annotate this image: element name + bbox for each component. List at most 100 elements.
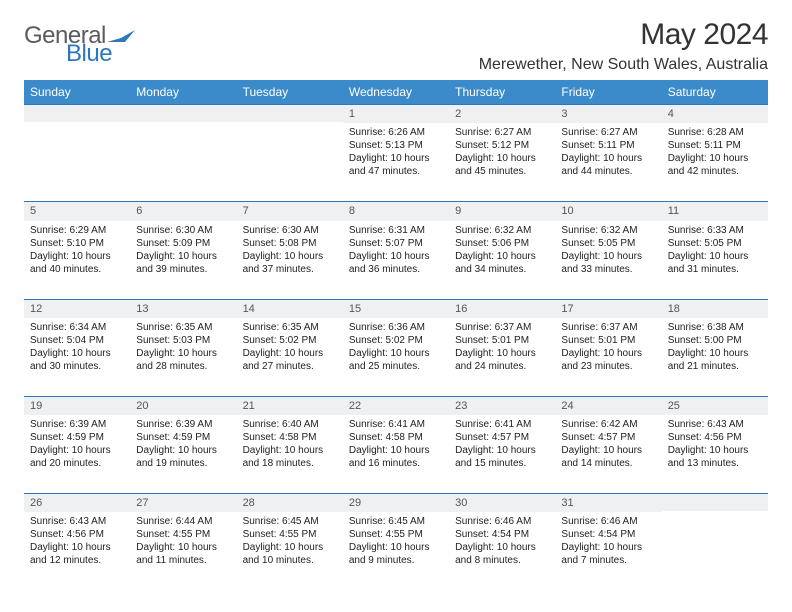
calendar-cell: 25 Sunrise: 6:43 AMSunset: 4:56 PMDayligh… (662, 396, 768, 493)
day-number: 17 (561, 303, 573, 315)
sunset-line: Sunset: 5:04 PM (30, 334, 124, 347)
sunrise-line: Sunrise: 6:35 AM (243, 321, 337, 334)
calendar-cell: 20Sunrise: 6:39 AMSunset: 4:59 PMDayligh… (130, 396, 236, 493)
calendar-week-row: 5Sunrise: 6:29 AMSunset: 5:10 PMDaylight… (24, 201, 768, 298)
daylight-line: Daylight: 10 hours and 39 minutes. (136, 250, 230, 276)
daylight-line: Daylight: 10 hours and 9 minutes. (349, 541, 443, 567)
sunrise-line: Sunrise: 6:32 AM (561, 224, 655, 237)
day-header: Monday (130, 80, 236, 104)
sunrise-line: Sunrise: 6:38 AM (668, 321, 762, 334)
sunset-line: Sunset: 5:05 PM (668, 237, 762, 250)
calendar-cell: 3Sunrise: 6:27 AMSunset: 5:11 PMDaylight… (555, 104, 661, 201)
sunrise-line: Sunrise: 6:36 AM (349, 321, 443, 334)
calendar-week-row: 19Sunrise: 6:39 AMSunset: 4:59 PMDayligh… (24, 396, 768, 493)
sunrise-line: Sunrise: 6:30 AM (136, 224, 230, 237)
daylight-line: Daylight: 10 hours and 25 minutes. (349, 347, 443, 373)
location: Merewether, New South Wales, Australia (479, 56, 768, 74)
day-number-row: 17 (555, 299, 661, 318)
day-header: Saturday (662, 80, 768, 104)
calendar-table: SundayMondayTuesdayWednesdayThursdayFrid… (24, 80, 768, 590)
calendar-cell (24, 104, 130, 201)
day-number: 8 (349, 205, 355, 217)
daylight-line: Daylight: 10 hours and 34 minutes. (455, 250, 549, 276)
day-number-row: 8 (343, 201, 449, 220)
day-number-row: 14 (237, 299, 343, 318)
calendar-cell: 15Sunrise: 6:36 AMSunset: 5:02 PMDayligh… (343, 299, 449, 396)
day-details: Sunrise: 6:35 AMSunset: 5:03 PMDaylight:… (130, 318, 236, 396)
daylight-line: Daylight: 10 hours and 31 minutes. (668, 250, 762, 276)
sunset-line: Sunset: 4:56 PM (30, 528, 124, 541)
day-number: 29 (349, 497, 361, 509)
day-details: Sunrise: 6:45 AMSunset: 4:55 PMDaylight:… (237, 512, 343, 590)
sunset-line: Sunset: 4:54 PM (561, 528, 655, 541)
sunrise-line: Sunrise: 6:26 AM (349, 126, 443, 139)
sunset-line: Sunset: 4:59 PM (30, 431, 124, 444)
calendar-cell: 17Sunrise: 6:37 AMSunset: 5:01 PMDayligh… (555, 299, 661, 396)
calendar-week-row: 1 Sunrise: 6:26 AMSunset: 5:13 PMDaylight… (24, 104, 768, 201)
sunrise-line: Sunrise: 6:29 AM (30, 224, 124, 237)
day-number-row: 3 (555, 104, 661, 123)
day-number: 11 (668, 205, 679, 217)
calendar-cell: 8Sunrise: 6:31 AMSunset: 5:07 PMDaylight… (343, 201, 449, 298)
day-header: Friday (555, 80, 661, 104)
day-number-row: 20 (130, 396, 236, 415)
calendar-cell: 2Sunrise: 6:27 AMSunset: 5:12 PMDaylight… (449, 104, 555, 201)
day-details: Sunrise: 6:36 AMSunset: 5:02 PMDaylight:… (343, 318, 449, 396)
day-number: 10 (561, 205, 573, 217)
calendar-cell: 10Sunrise: 6:32 AMSunset: 5:05 PMDayligh… (555, 201, 661, 298)
daylight-line: Daylight: 10 hours and 23 minutes. (561, 347, 655, 373)
calendar-cell: 7Sunrise: 6:30 AMSunset: 5:08 PMDaylight… (237, 201, 343, 298)
day-number: 1 (349, 108, 355, 120)
calendar-cell: 4Sunrise: 6:28 AMSunset: 5:11 PMDaylight… (662, 104, 768, 201)
sunrise-line: Sunrise: 6:40 AM (243, 418, 337, 431)
sunset-line: Sunset: 5:13 PM (349, 139, 443, 152)
day-number: 2 (455, 108, 461, 120)
day-number-row: 2 (449, 104, 555, 123)
daylight-line: Daylight: 10 hours and 37 minutes. (243, 250, 337, 276)
sunset-line: Sunset: 4:57 PM (561, 431, 655, 444)
calendar-cell: 29Sunrise: 6:45 AMSunset: 4:55 PMDayligh… (343, 493, 449, 590)
sunset-line: Sunset: 5:02 PM (349, 334, 443, 347)
calendar-cell: 5Sunrise: 6:29 AMSunset: 5:10 PMDaylight… (24, 201, 130, 298)
sunset-line: Sunset: 4:59 PM (136, 431, 230, 444)
calendar-cell: 31Sunrise: 6:46 AMSunset: 4:54 PMDayligh… (555, 493, 661, 590)
daylight-line: Daylight: 10 hours and 28 minutes. (136, 347, 230, 373)
day-number-row: 1 (343, 104, 449, 123)
day-details: Sunrise: 6:37 AMSunset: 5:01 PMDaylight:… (449, 318, 555, 396)
sunrise-line: Sunrise: 6:31 AM (349, 224, 443, 237)
day-number-row: 27 (130, 493, 236, 512)
day-number-row: 19 (24, 396, 130, 415)
day-details: Sunrise: 6:34 AMSunset: 5:04 PMDaylight:… (24, 318, 130, 396)
day-number-row: 12 (24, 299, 130, 318)
sunset-line: Sunset: 5:01 PM (455, 334, 549, 347)
sunrise-line: Sunrise: 6:37 AM (561, 321, 655, 334)
sunset-line: Sunset: 4:55 PM (243, 528, 337, 541)
daylight-line: Daylight: 10 hours and 40 minutes. (30, 250, 124, 276)
day-details: Sunrise: 6:41 AMSunset: 4:57 PMDaylight:… (449, 415, 555, 493)
day-details: Sunrise: 6:30 AMSunset: 5:08 PMDaylight:… (237, 221, 343, 299)
day-number: 25 (668, 400, 680, 412)
day-number: 19 (30, 400, 42, 412)
day-details: Sunrise: 6:44 AMSunset: 4:55 PMDaylight:… (130, 512, 236, 590)
day-number: 22 (349, 400, 361, 412)
day-details: Sunrise: 6:26 AMSunset: 5:13 PMDaylight:… (343, 123, 449, 201)
sunrise-line: Sunrise: 6:27 AM (561, 126, 655, 139)
sunset-line: Sunset: 5:06 PM (455, 237, 549, 250)
day-number-row: 4 (662, 104, 768, 123)
calendar-cell: 27Sunrise: 6:44 AMSunset: 4:55 PMDayligh… (130, 493, 236, 590)
sunset-line: Sunset: 5:11 PM (561, 139, 655, 152)
day-header: Wednesday (343, 80, 449, 104)
day-details: Sunrise: 6:43 AMSunset: 4:56 PMDaylight:… (662, 415, 768, 493)
month-title: May 2024 (479, 18, 768, 52)
day-number: 30 (455, 497, 467, 509)
day-number: 12 (30, 303, 42, 315)
daylight-line: Daylight: 10 hours and 18 minutes. (243, 444, 337, 470)
sunrise-line: Sunrise: 6:39 AM (30, 418, 124, 431)
day-details: Sunrise: 6:42 AMSunset: 4:57 PMDaylight:… (555, 415, 661, 493)
day-details: Sunrise: 6:46 AMSunset: 4:54 PMDaylight:… (449, 512, 555, 590)
sunrise-line: Sunrise: 6:43 AM (668, 418, 762, 431)
sunrise-line: Sunrise: 6:27 AM (455, 126, 549, 139)
calendar-cell: 18Sunrise: 6:38 AMSunset: 5:00 PMDayligh… (662, 299, 768, 396)
day-number-row: 23 (449, 396, 555, 415)
day-number: 24 (561, 400, 573, 412)
